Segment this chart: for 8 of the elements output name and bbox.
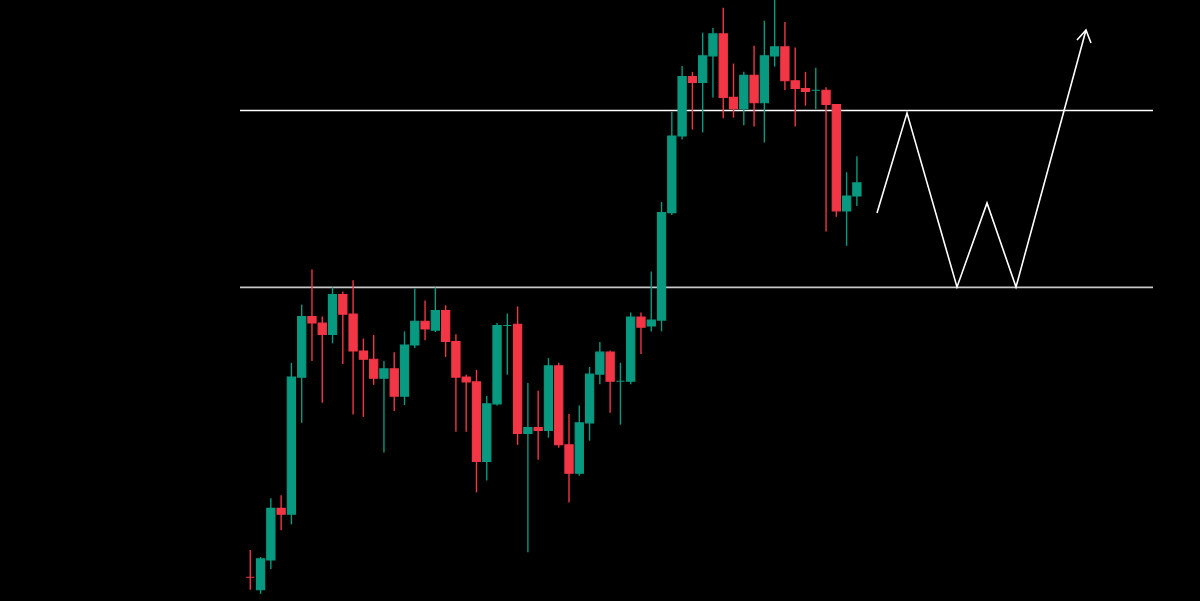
candlestick [533, 390, 543, 461]
candlestick [420, 299, 430, 341]
candlestick [523, 382, 533, 553]
candlestick [430, 286, 441, 333]
candlestick [687, 71, 698, 131]
candlestick [276, 494, 286, 532]
candlestick [379, 360, 389, 454]
candlestick [636, 311, 646, 355]
